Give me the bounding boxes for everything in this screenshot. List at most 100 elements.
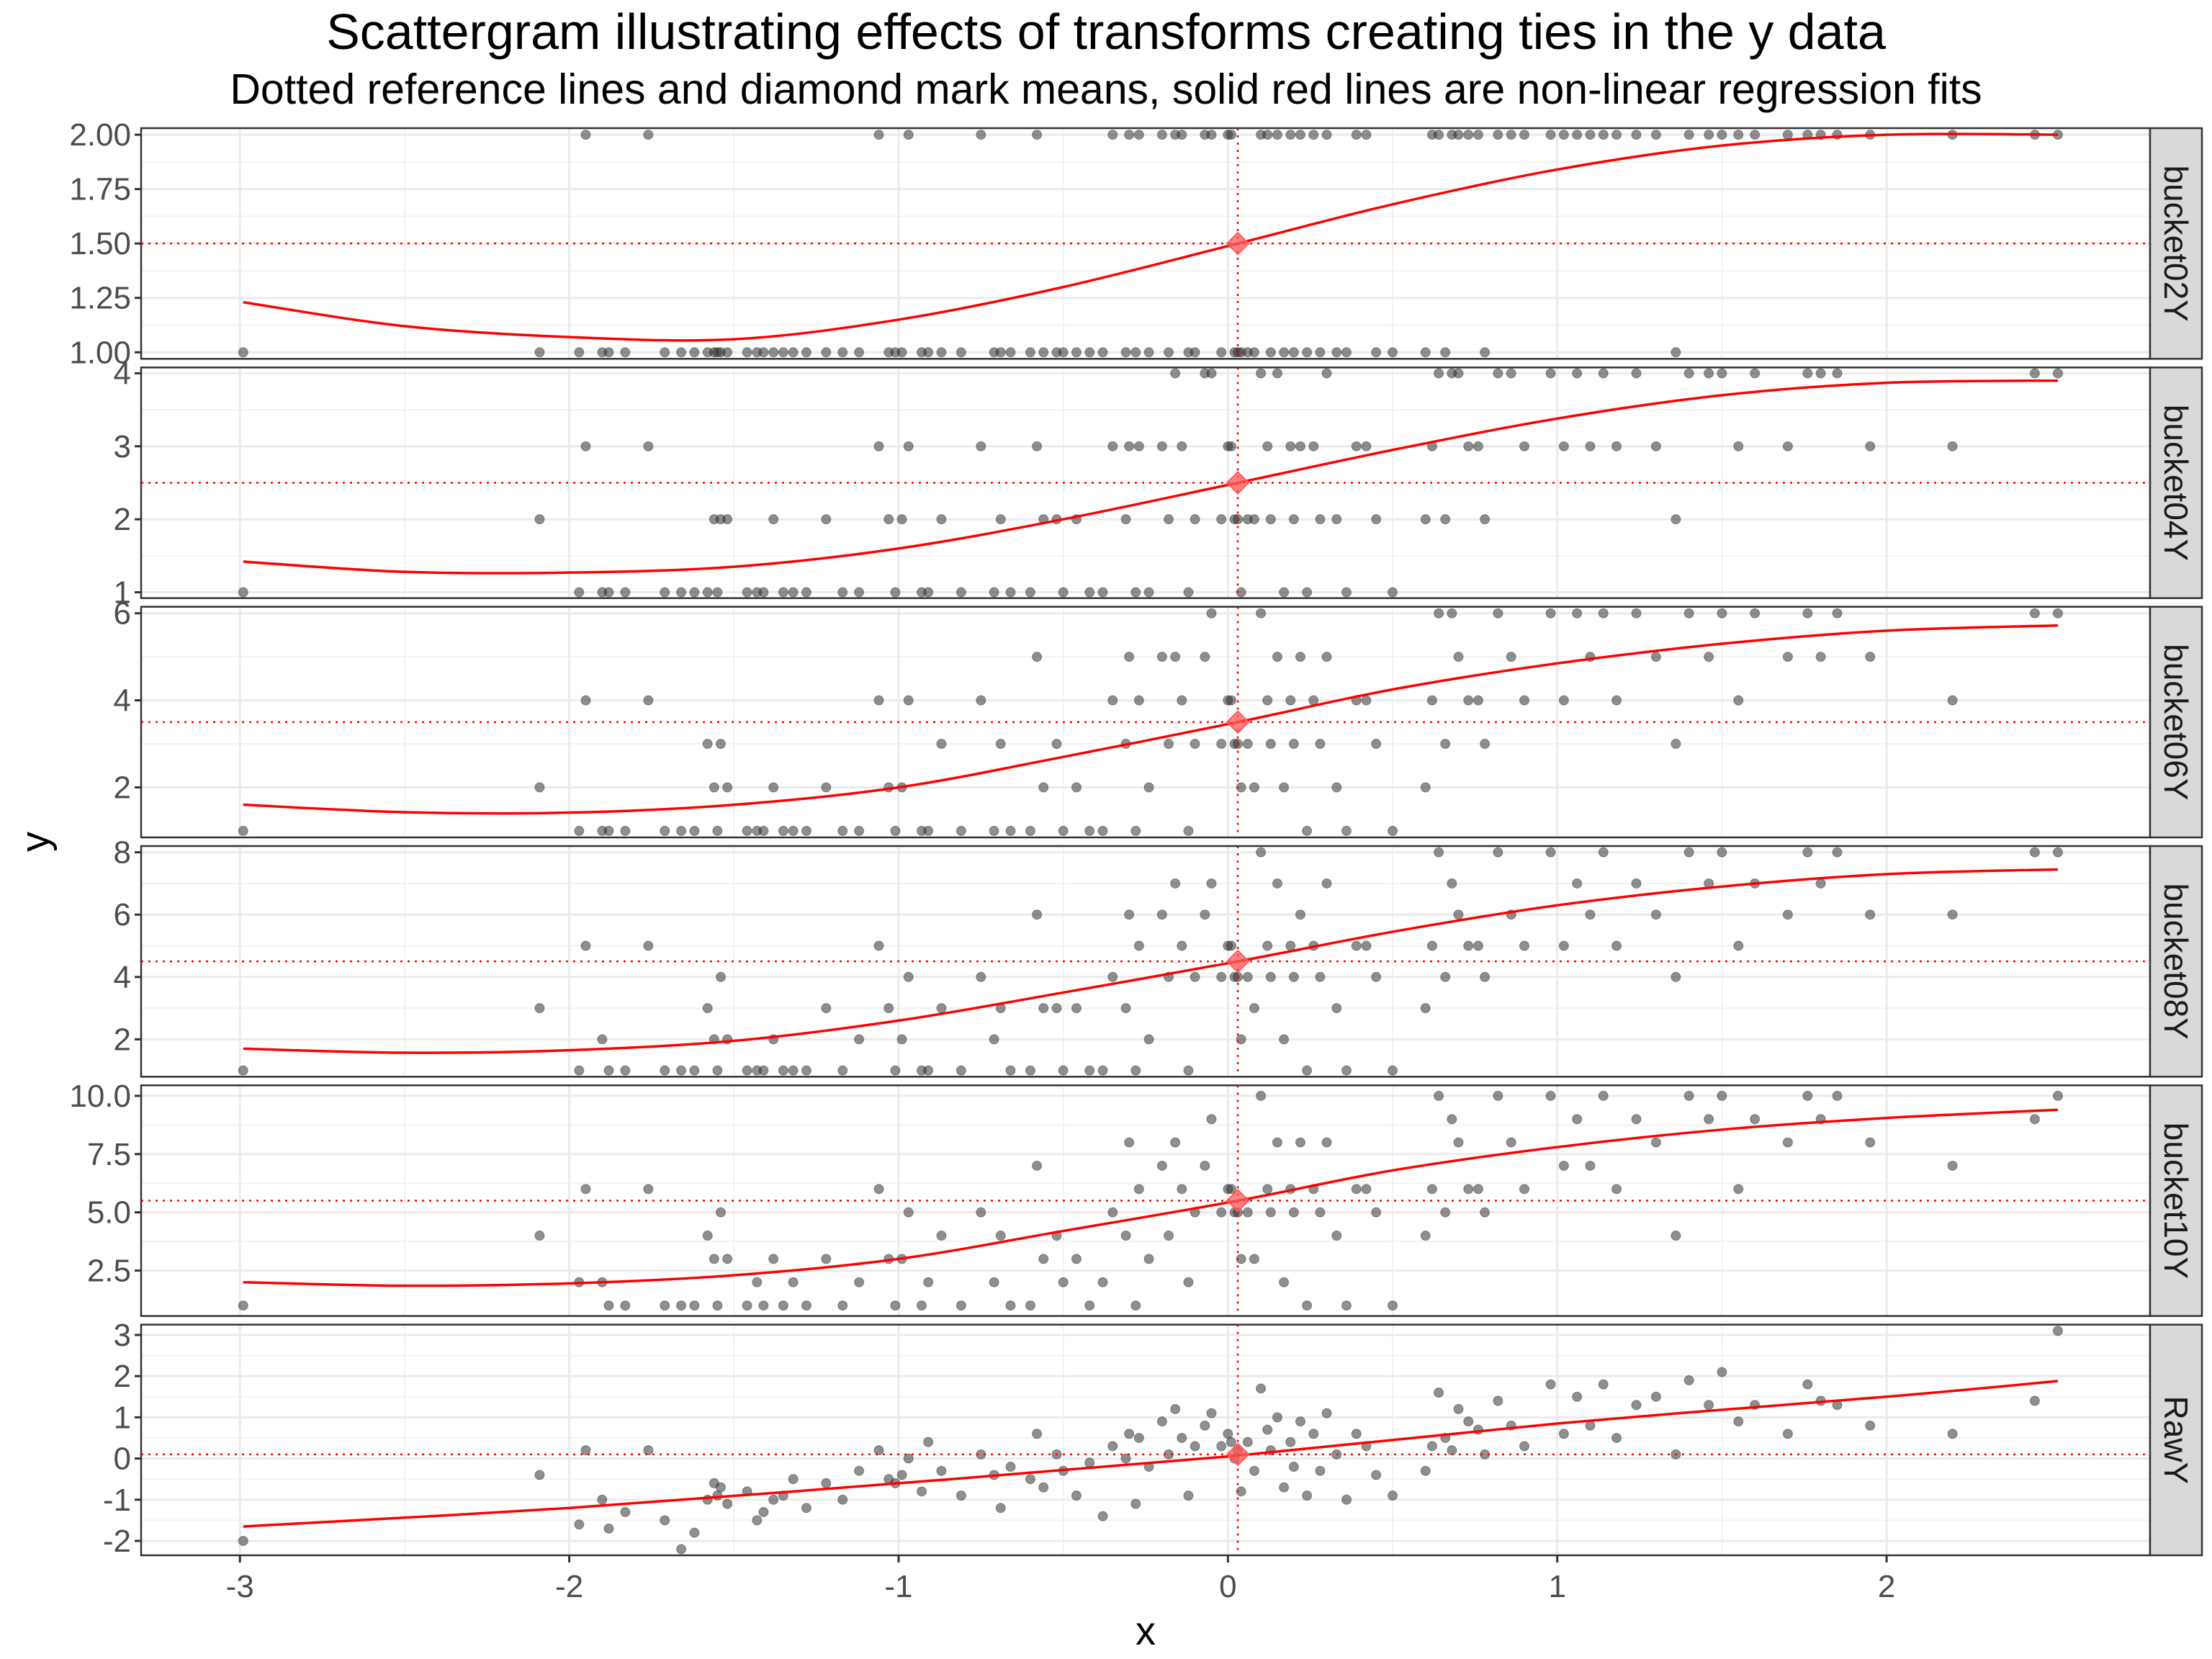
data-point [742,1065,752,1076]
data-point [1631,608,1642,619]
data-point [1124,1137,1135,1148]
data-point [1295,130,1305,140]
x-tick-label: 2 [1878,1569,1895,1604]
data-point [1434,847,1444,858]
data-point [1285,130,1296,140]
data-point [2052,368,2063,379]
data-point [1815,878,1826,889]
data-point [1420,782,1431,793]
data-point [1265,739,1276,750]
data-point [854,1465,865,1476]
y-tick-label: 2.5 [87,1254,131,1289]
data-point [1084,347,1095,358]
data-point [1177,940,1187,951]
data-point [976,441,986,451]
data-point [801,347,811,358]
data-point [1236,587,1246,598]
data-point [884,1003,894,1014]
data-point [1279,1277,1290,1287]
data-point [643,940,654,951]
data-point [574,347,585,358]
y-tick-label: 4 [114,683,131,719]
y-tick-label: -2 [103,1524,131,1559]
y-tick-label: 10.0 [69,1079,131,1114]
data-point [742,825,752,836]
data-point [1447,608,1457,619]
facet-strip-label: bucket10Y [2157,1123,2195,1279]
data-point [715,971,726,982]
data-point [1650,441,1661,451]
data-point [1200,652,1210,662]
data-point [788,587,799,598]
data-point [1865,1420,1876,1431]
data-point [1351,441,1362,451]
data-point [238,1300,248,1311]
data-point [1295,441,1305,451]
data-point [873,1184,884,1195]
data-point [1683,608,1694,619]
data-point [534,1003,545,1014]
data-point [1420,514,1431,525]
data-point [1717,368,1727,379]
data-point [1249,347,1259,358]
data-point [722,1254,733,1264]
data-point [936,514,947,525]
data-point [1130,1065,1141,1076]
data-point [1802,608,1813,619]
data-point [1130,825,1141,836]
data-point [1262,130,1273,140]
data-point [676,825,687,836]
data-point [1493,1395,1503,1406]
data-point [1216,739,1227,750]
data-point [1223,1429,1233,1439]
data-point [1295,1416,1305,1427]
chart-title: Scattergram illustrating effects of tran… [326,4,1886,60]
data-point [1143,1254,1154,1264]
data-point [989,1034,999,1045]
data-point [854,825,865,836]
data-point [1558,1160,1569,1171]
data-point [768,347,779,358]
data-point [238,1065,248,1076]
data-point [995,739,1006,750]
data-point [603,825,614,836]
data-point [1272,130,1282,140]
data-point [1302,825,1313,836]
data-point [923,1065,934,1076]
regression-fit-line [243,624,2058,815]
data-point [702,1003,713,1014]
data-point [1025,1300,1035,1311]
data-point [1440,347,1451,358]
facet-strip [2149,1323,2203,1557]
y-tick-label: 1.50 [69,226,131,261]
data-point [1032,130,1043,140]
data-point [890,825,901,836]
data-point [1351,130,1362,140]
data-point [1782,441,1793,451]
data-point [1107,971,1118,982]
data-point [1216,971,1227,982]
data-point [1084,587,1095,598]
data-point [1107,1207,1118,1218]
data-point [837,1300,848,1311]
data-point [1733,1184,1744,1195]
data-point [1295,1137,1305,1148]
data-point [2052,1090,2063,1101]
data-point [702,1231,713,1241]
data-point [660,1300,670,1311]
data-point [1420,347,1431,358]
data-point [1256,847,1267,858]
data-point [1420,1003,1431,1014]
data-point [1226,1437,1236,1447]
data-point [2052,847,2063,858]
data-point [660,825,670,836]
data-point [1802,1379,1813,1390]
data-point [1434,1090,1444,1101]
data-point [1447,878,1457,889]
data-point [890,1065,901,1076]
data-point [1183,1491,1194,1501]
data-point [580,130,591,140]
data-point [1420,1231,1431,1241]
data-point [1704,130,1714,140]
data-point [1361,695,1372,706]
